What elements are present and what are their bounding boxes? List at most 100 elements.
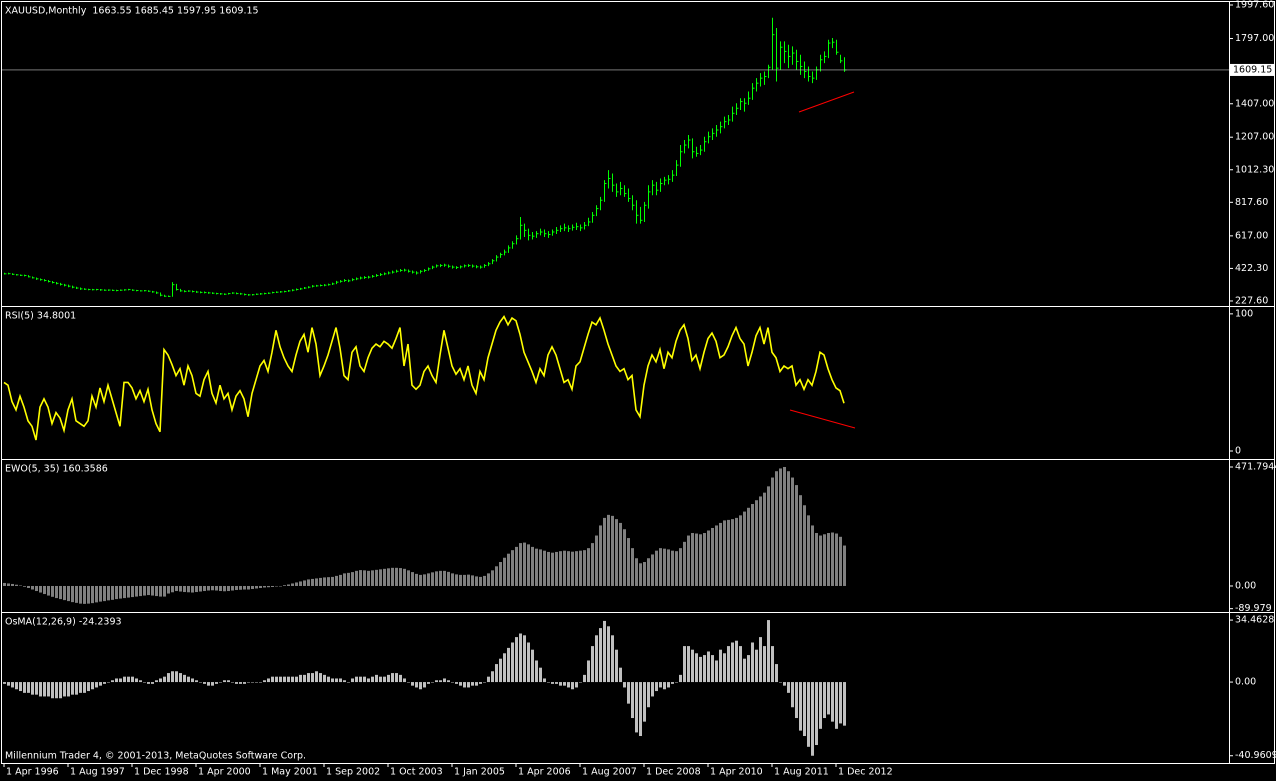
histogram-bar — [207, 585, 210, 591]
histogram-bar — [287, 676, 290, 683]
histogram-bar — [327, 676, 330, 683]
histogram-bar — [687, 646, 690, 683]
histogram-bar — [291, 676, 294, 683]
histogram-bar — [367, 570, 370, 586]
histogram-bar — [651, 554, 654, 586]
histogram-bar — [307, 673, 310, 683]
histogram-bar — [455, 574, 458, 586]
histogram-bar — [667, 682, 670, 688]
histogram-bar — [827, 533, 830, 586]
histogram-bar — [211, 585, 214, 591]
y-tick-label: 34.4628 — [1235, 615, 1274, 626]
histogram-bar — [767, 620, 770, 683]
histogram-bar — [579, 550, 582, 586]
x-tick-label: 1 Aug 1997 — [70, 767, 125, 778]
histogram-bar — [667, 549, 670, 586]
histogram-bar — [607, 514, 610, 586]
histogram-bar — [803, 505, 806, 586]
histogram-bar — [143, 585, 146, 596]
histogram-bar — [439, 570, 442, 586]
histogram-bar — [387, 568, 390, 586]
y-tick-label: -89.979 — [1235, 603, 1272, 614]
histogram-bar — [575, 551, 578, 586]
histogram-bar — [843, 682, 846, 726]
histogram-bar — [543, 550, 546, 586]
histogram-bar — [227, 680, 230, 683]
histogram-bar — [95, 585, 98, 603]
y-tick-label: 1012.30 — [1235, 164, 1274, 175]
histogram-bar — [679, 674, 682, 683]
histogram-bar — [691, 649, 694, 683]
histogram-bar — [515, 546, 518, 586]
histogram-bar — [535, 660, 538, 683]
histogram-bar — [115, 585, 118, 600]
histogram-bar — [563, 550, 566, 586]
histogram-bar — [15, 584, 18, 586]
histogram-bar — [591, 543, 594, 586]
histogram-bar — [559, 682, 562, 686]
histogram-bar — [683, 541, 686, 586]
histogram-bar — [707, 651, 710, 683]
histogram-bar — [451, 682, 454, 683]
histogram-bar — [179, 673, 182, 683]
histogram-bar — [131, 676, 134, 683]
histogram-bar — [711, 527, 714, 586]
histogram-bar — [91, 682, 94, 690]
histogram-bar — [615, 649, 618, 683]
last-price-label: 1609.15 — [1233, 64, 1272, 75]
histogram-bar — [87, 682, 90, 692]
histogram-bar — [515, 637, 518, 683]
histogram-bar — [347, 682, 350, 683]
histogram-bar — [235, 585, 238, 591]
histogram-bar — [423, 574, 426, 586]
histogram-bar — [59, 682, 62, 699]
x-tick-label: 1 Dec 2012 — [838, 767, 893, 778]
histogram-bar — [599, 525, 602, 586]
histogram-bar — [139, 585, 142, 597]
histogram-bar — [95, 682, 98, 688]
histogram-bar — [87, 585, 90, 604]
histogram-bar — [703, 533, 706, 586]
histogram-bar — [543, 678, 546, 683]
histogram-bar — [671, 682, 674, 684]
histogram-bar — [607, 626, 610, 683]
histogram-bar — [495, 566, 498, 586]
histogram-bar — [335, 575, 338, 586]
histogram-bar — [483, 682, 486, 683]
histogram-bar — [315, 578, 318, 586]
histogram-bar — [787, 471, 790, 586]
histogram-bar — [83, 682, 86, 693]
histogram-bar — [639, 682, 642, 737]
histogram-bar — [471, 575, 474, 586]
histogram-bar — [143, 682, 146, 683]
histogram-bar — [647, 558, 650, 586]
histogram-bar — [387, 674, 390, 683]
histogram-bar — [3, 582, 6, 586]
histogram-bar — [651, 682, 654, 697]
histogram-bar — [355, 676, 358, 683]
histogram-bar — [687, 535, 690, 586]
histogram-bar — [151, 585, 154, 596]
histogram-bar — [283, 676, 286, 683]
x-tick-label: 1 Jan 2005 — [454, 767, 505, 778]
histogram-bar — [555, 551, 558, 586]
histogram-bar — [751, 642, 754, 683]
histogram-bar — [691, 533, 694, 586]
histogram-bar — [467, 574, 470, 586]
histogram-bar — [699, 656, 702, 683]
histogram-bar — [219, 682, 222, 683]
histogram-bar — [511, 642, 514, 683]
histogram-bar — [127, 585, 130, 598]
histogram-bar — [659, 682, 662, 688]
histogram-bar — [7, 583, 10, 586]
histogram-bar — [471, 682, 474, 686]
histogram-bar — [163, 676, 166, 683]
histogram-bar — [71, 682, 74, 695]
histogram-bar — [655, 550, 658, 586]
histogram-bar — [427, 682, 430, 684]
histogram-bar — [159, 585, 162, 597]
histogram-bar — [539, 667, 542, 683]
histogram-bar — [379, 569, 382, 586]
histogram-bar — [435, 571, 438, 586]
histogram-bar — [483, 575, 486, 586]
